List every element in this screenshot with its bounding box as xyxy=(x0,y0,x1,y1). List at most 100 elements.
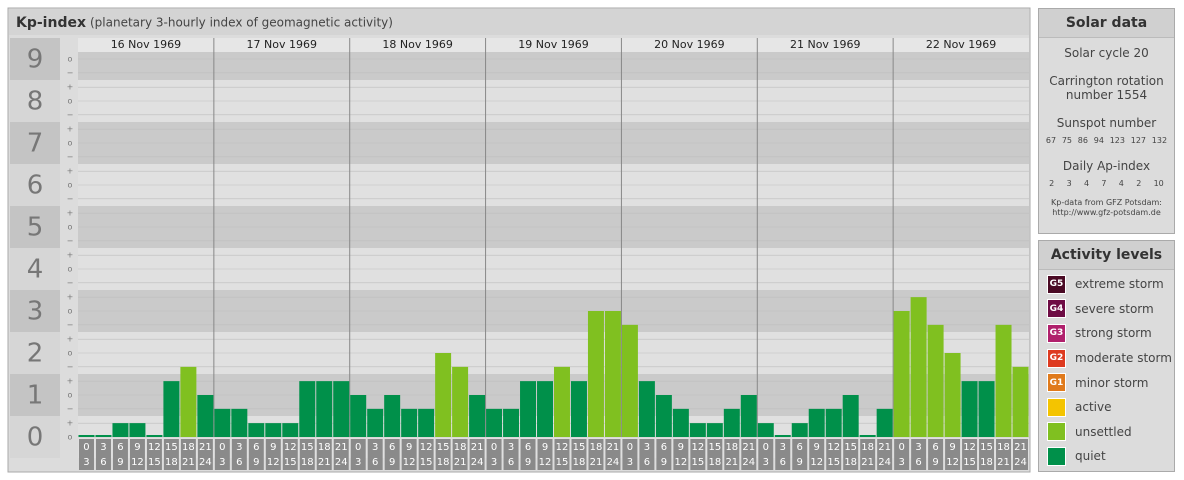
hour-label: 6 xyxy=(661,442,667,453)
hour-box xyxy=(299,439,315,470)
hour-label: 15 xyxy=(827,457,840,468)
hour-label: 15 xyxy=(708,442,721,453)
hour-box xyxy=(673,439,689,470)
date-header xyxy=(78,38,1029,52)
sunspot-value: 94 xyxy=(1093,136,1104,145)
hour-label: 12 xyxy=(946,457,959,468)
y-tick-label: 5 xyxy=(27,213,44,243)
hour-box xyxy=(741,439,757,470)
hour-label: 6 xyxy=(932,442,938,453)
hour-label: 24 xyxy=(607,457,620,468)
hour-box xyxy=(860,439,876,470)
hour-label: 6 xyxy=(508,457,514,468)
bar xyxy=(961,381,978,437)
hour-label: 3 xyxy=(898,457,904,468)
hour-label: 6 xyxy=(100,457,106,468)
bar xyxy=(587,311,604,437)
y-tick-label: 1 xyxy=(27,381,44,411)
hour-box xyxy=(996,439,1012,470)
hour-label: 3 xyxy=(627,457,633,468)
bar xyxy=(486,408,503,437)
hour-label: 3 xyxy=(100,442,106,453)
hour-box xyxy=(520,439,536,470)
header-bar xyxy=(9,9,1029,35)
hour-label: 12 xyxy=(284,442,297,453)
y-minor-label: o xyxy=(68,349,73,358)
legend-label: active xyxy=(1075,400,1112,415)
y-minor-label: − xyxy=(67,278,74,287)
label-band xyxy=(10,164,60,206)
bar xyxy=(740,395,757,437)
hour-label: 0 xyxy=(627,442,633,453)
hour-label: 18 xyxy=(844,457,857,468)
y-minor-label: o xyxy=(68,307,73,316)
hour-label: 21 xyxy=(742,442,755,453)
hour-label: 3 xyxy=(219,457,225,468)
hour-label: 9 xyxy=(406,442,412,453)
y-minor-label: − xyxy=(67,68,74,77)
ap-label: Daily Ap-index xyxy=(1062,159,1151,173)
bar xyxy=(197,395,214,437)
hour-label: 3 xyxy=(508,442,514,453)
hour-label: 24 xyxy=(335,457,348,468)
bar xyxy=(146,435,163,437)
y-minor-label: + xyxy=(67,83,74,92)
hour-label: 12 xyxy=(963,442,976,453)
bar xyxy=(316,381,333,437)
hour-box xyxy=(928,439,944,470)
label-band xyxy=(10,80,60,122)
label-band xyxy=(10,374,60,416)
bar xyxy=(299,381,316,437)
hour-label: 21 xyxy=(607,442,620,453)
hour-box xyxy=(945,439,961,470)
y-minor-label: − xyxy=(67,320,74,329)
hour-box xyxy=(129,439,145,470)
y-tick-label: 7 xyxy=(27,129,44,159)
carrington: Carrington rotation number 1554 xyxy=(1049,74,1164,102)
hour-label: 6 xyxy=(236,457,242,468)
hour-label: 9 xyxy=(253,457,259,468)
minor-column xyxy=(60,38,78,458)
y-tick-label: 4 xyxy=(27,255,44,285)
ap-value: 2 xyxy=(1136,179,1142,188)
ap-value: 4 xyxy=(1083,179,1090,188)
hour-box xyxy=(792,439,808,470)
hour-label: 6 xyxy=(915,457,921,468)
hour-label: 12 xyxy=(267,457,280,468)
hour-label: 6 xyxy=(780,457,786,468)
hour-label: 18 xyxy=(182,442,195,453)
ap-value: 10 xyxy=(1153,179,1164,188)
hour-label: 18 xyxy=(997,442,1010,453)
bar xyxy=(757,423,774,437)
bar xyxy=(927,324,944,437)
y-tick-label: 6 xyxy=(27,171,44,201)
legend-label: quiet xyxy=(1075,449,1106,464)
sunspot-value: 75 xyxy=(1061,136,1073,145)
hour-label: 6 xyxy=(389,442,395,453)
date-label: 16 Nov 1969 xyxy=(111,38,181,51)
date-label: 21 Nov 1969 xyxy=(790,38,860,51)
hour-label: 0 xyxy=(491,442,497,453)
hour-label: 18 xyxy=(437,457,450,468)
label-band xyxy=(10,38,60,80)
y-minor-label: − xyxy=(67,110,74,119)
legend-label: extreme storm xyxy=(1075,277,1164,292)
hour-box xyxy=(894,439,910,470)
y-minor-label: − xyxy=(67,404,74,413)
label-band xyxy=(10,332,60,374)
legend-swatch xyxy=(1047,422,1066,442)
hour-box xyxy=(690,439,706,470)
hour-label: 21 xyxy=(590,457,603,468)
y-minor-label: + xyxy=(67,419,74,428)
y-minor-label: o xyxy=(68,55,73,64)
hour-label: 0 xyxy=(355,442,361,453)
hour-label: 3 xyxy=(372,442,378,453)
hour-box xyxy=(79,439,94,470)
bar xyxy=(723,408,740,437)
hour-label: 24 xyxy=(742,457,755,468)
label-band xyxy=(10,416,60,458)
bar xyxy=(944,353,961,437)
hour-box xyxy=(384,439,400,470)
hour-label: 21 xyxy=(471,442,484,453)
hour-label: 0 xyxy=(83,442,89,453)
